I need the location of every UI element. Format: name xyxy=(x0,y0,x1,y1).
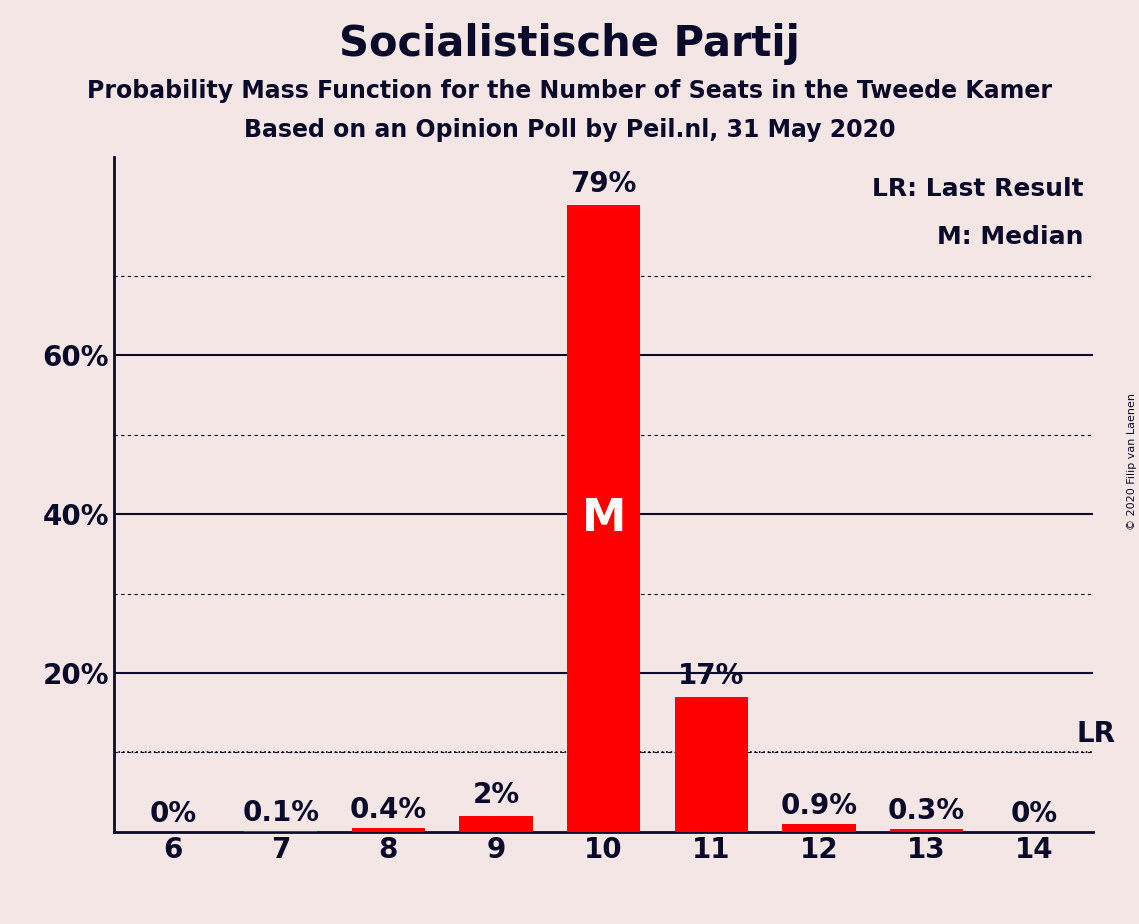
Text: 0.9%: 0.9% xyxy=(780,793,858,821)
Text: 0.4%: 0.4% xyxy=(350,796,427,824)
Text: 0.1%: 0.1% xyxy=(243,799,319,827)
Text: Probability Mass Function for the Number of Seats in the Tweede Kamer: Probability Mass Function for the Number… xyxy=(87,79,1052,103)
Text: 2%: 2% xyxy=(473,782,519,809)
Bar xyxy=(567,205,640,832)
Text: © 2020 Filip van Laenen: © 2020 Filip van Laenen xyxy=(1126,394,1137,530)
Text: 0%: 0% xyxy=(1010,799,1058,828)
Text: Socialistische Partij: Socialistische Partij xyxy=(339,23,800,65)
Text: 79%: 79% xyxy=(571,170,637,199)
Text: M: M xyxy=(582,496,625,540)
Bar xyxy=(352,829,425,832)
Bar xyxy=(459,816,533,832)
Text: M: Median: M: Median xyxy=(937,225,1083,249)
Text: LR: LR xyxy=(1076,721,1115,748)
Text: 0%: 0% xyxy=(149,799,197,828)
Bar xyxy=(782,824,855,832)
Text: 0.3%: 0.3% xyxy=(888,797,965,825)
Text: LR: Last Result: LR: Last Result xyxy=(872,177,1083,201)
Bar xyxy=(674,697,748,832)
Bar xyxy=(890,829,964,832)
Text: 17%: 17% xyxy=(678,663,745,690)
Text: Based on an Opinion Poll by Peil.nl, 31 May 2020: Based on an Opinion Poll by Peil.nl, 31 … xyxy=(244,118,895,142)
